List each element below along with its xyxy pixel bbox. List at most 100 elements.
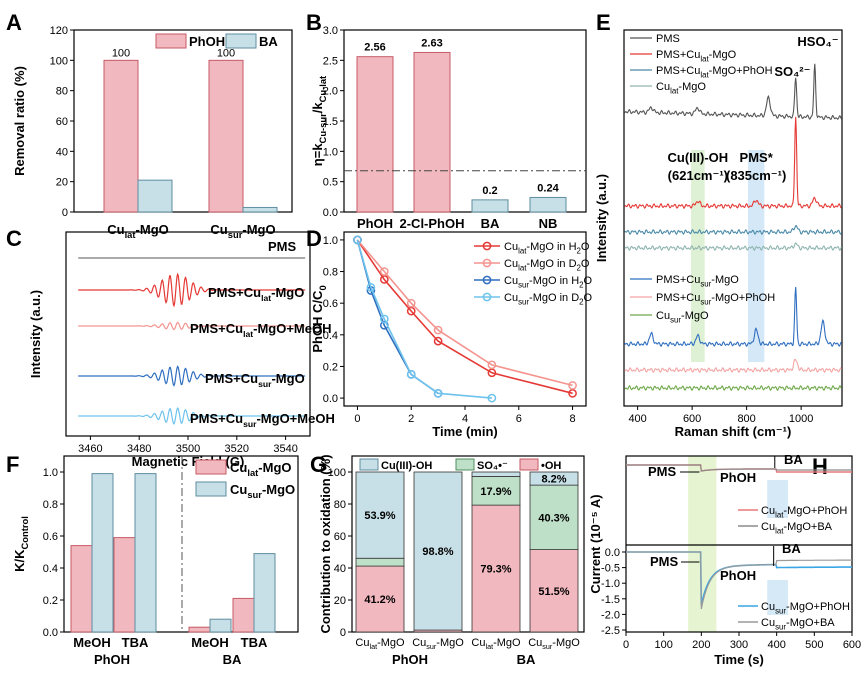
legend-label: Culat-MgO+PhOH	[761, 505, 847, 520]
bar-segment	[529, 484, 579, 550]
group-label: PhOH	[94, 652, 130, 667]
series-line	[626, 464, 852, 472]
panel-e: E Cu(III)-OH (621cm⁻¹) PMS* (835cm⁻¹) 400 600 8…	[594, 10, 843, 439]
y-tick-label: 60	[56, 116, 68, 128]
panel-label: F	[6, 452, 19, 477]
legend-swatch	[195, 459, 227, 475]
y-tick-label: 2.5	[323, 55, 338, 67]
y-tick-label: 0.6	[43, 531, 58, 543]
annotation: PhOH	[720, 568, 756, 583]
data-point	[433, 388, 443, 398]
y-tick-label: 0	[340, 627, 346, 639]
data-point	[379, 267, 389, 276]
band-sublabel: (835cm⁻¹)	[726, 168, 786, 183]
series-line	[624, 116, 842, 210]
y-tick-label: 1.5	[323, 116, 338, 128]
panel-label: B	[306, 10, 322, 35]
series-line	[624, 384, 842, 392]
series-line	[624, 286, 842, 348]
highlight-band	[747, 150, 765, 362]
annotation: BA	[784, 452, 803, 467]
legend-swatch	[359, 458, 379, 471]
bar	[208, 59, 244, 213]
panel-label: H	[812, 454, 828, 479]
annotation: PhOH	[720, 470, 756, 485]
data-label: 41.2%	[364, 594, 395, 606]
group-label: BA	[517, 652, 536, 667]
data-label: 17.9%	[480, 486, 511, 498]
panel-f: F 0.0 0.2 0.4 0.6 0.8 1.0 K/KControl MeOH TBA MeOH…	[6, 452, 299, 667]
y-axis-title: Intensity (a.u.)	[594, 174, 609, 262]
legend-label: PMS+Culat-MgO	[656, 49, 737, 64]
y-axis-title: Intensity (a.u.)	[28, 290, 43, 378]
data-point	[433, 325, 443, 335]
category-label: Cusur-MgO	[528, 637, 580, 651]
bar	[232, 597, 255, 633]
y-tick-label: -2.0	[601, 609, 620, 621]
x-tick-label: 300	[730, 639, 748, 651]
y-tick-label: 0.8	[43, 499, 58, 511]
data-label: 100	[112, 47, 130, 59]
bar-segment	[355, 471, 405, 559]
category-label: BA	[481, 216, 500, 231]
bar	[137, 179, 173, 213]
legend-marker	[482, 292, 492, 302]
data-point	[353, 235, 362, 245]
x-tick-label: 400	[628, 413, 646, 425]
annotation: PMS	[650, 554, 679, 569]
y-tick-label: 0.0	[605, 547, 620, 559]
category-label: TBA	[241, 635, 268, 650]
series-line	[78, 272, 306, 308]
y-tick-label: -1.5	[601, 594, 620, 606]
panel-h: H 0 100 200 300 400 500 600 Time (s) Current (10⁻…	[588, 452, 861, 667]
band-label: PMS*	[740, 150, 774, 165]
y-axis-title: PhOH C/C0	[310, 285, 328, 352]
category-label: Culat-MgO	[471, 637, 521, 651]
legend-label: PMS	[656, 33, 680, 45]
y-tick-label: 0.4	[323, 330, 338, 342]
x-tick-label: 1000	[789, 413, 813, 425]
plot-frame	[351, 455, 585, 633]
x-tick-label: 200	[692, 639, 710, 651]
bar	[113, 537, 136, 633]
annotation: PMS	[648, 464, 677, 479]
bar	[91, 473, 114, 633]
y-tick-label: 0.8	[323, 267, 338, 279]
x-tick-label: 8	[569, 413, 575, 425]
bar-segment	[355, 557, 405, 567]
series-label: PMS	[268, 239, 297, 254]
legend-label: Culat-MgO in H2O	[504, 241, 590, 256]
x-tick-label: 0	[623, 639, 629, 651]
legend-label: Cusur-MgO	[230, 482, 295, 500]
bar-segment	[529, 549, 579, 633]
x-tick-label: 600	[843, 639, 861, 651]
category-label: NB	[539, 216, 558, 231]
y-tick-label: 80	[56, 86, 68, 98]
legend-label: PMS+Cusur-MgO+PhOH	[656, 292, 775, 307]
legend-label: SO₄•⁻	[477, 460, 508, 472]
y-tick-label: 0.2	[43, 595, 58, 607]
category-label: Culat-MgO	[107, 222, 169, 240]
y-tick-label: 0	[62, 207, 68, 219]
legend-label: Culat-MgO+BA	[761, 521, 833, 536]
plot-frame	[623, 29, 843, 407]
band-label: Cu(III)-OH	[668, 150, 729, 165]
data-label: 98.8%	[422, 546, 453, 558]
y-tick-label: 1.0	[43, 467, 58, 479]
panel-label: G	[310, 452, 327, 477]
series-label: PMS+Cusur-MgO+MeOH	[190, 411, 335, 429]
y-tick-label: -0.5	[601, 563, 620, 575]
bar	[188, 626, 211, 633]
data-label: 2.56	[364, 42, 385, 54]
series-line	[624, 242, 843, 252]
data-point	[487, 393, 497, 403]
bar-segment	[529, 471, 579, 486]
x-tick-label: 500	[805, 639, 823, 651]
x-axis-title: Time (s)	[714, 652, 764, 667]
data-label: 40.3%	[538, 512, 569, 524]
legend-label: Cusur-MgO+BA	[761, 617, 835, 632]
y-tick-label: 1.0	[323, 235, 338, 247]
legend-label: Cusur-MgO in D2O	[504, 292, 593, 307]
legend-swatch	[195, 481, 227, 497]
